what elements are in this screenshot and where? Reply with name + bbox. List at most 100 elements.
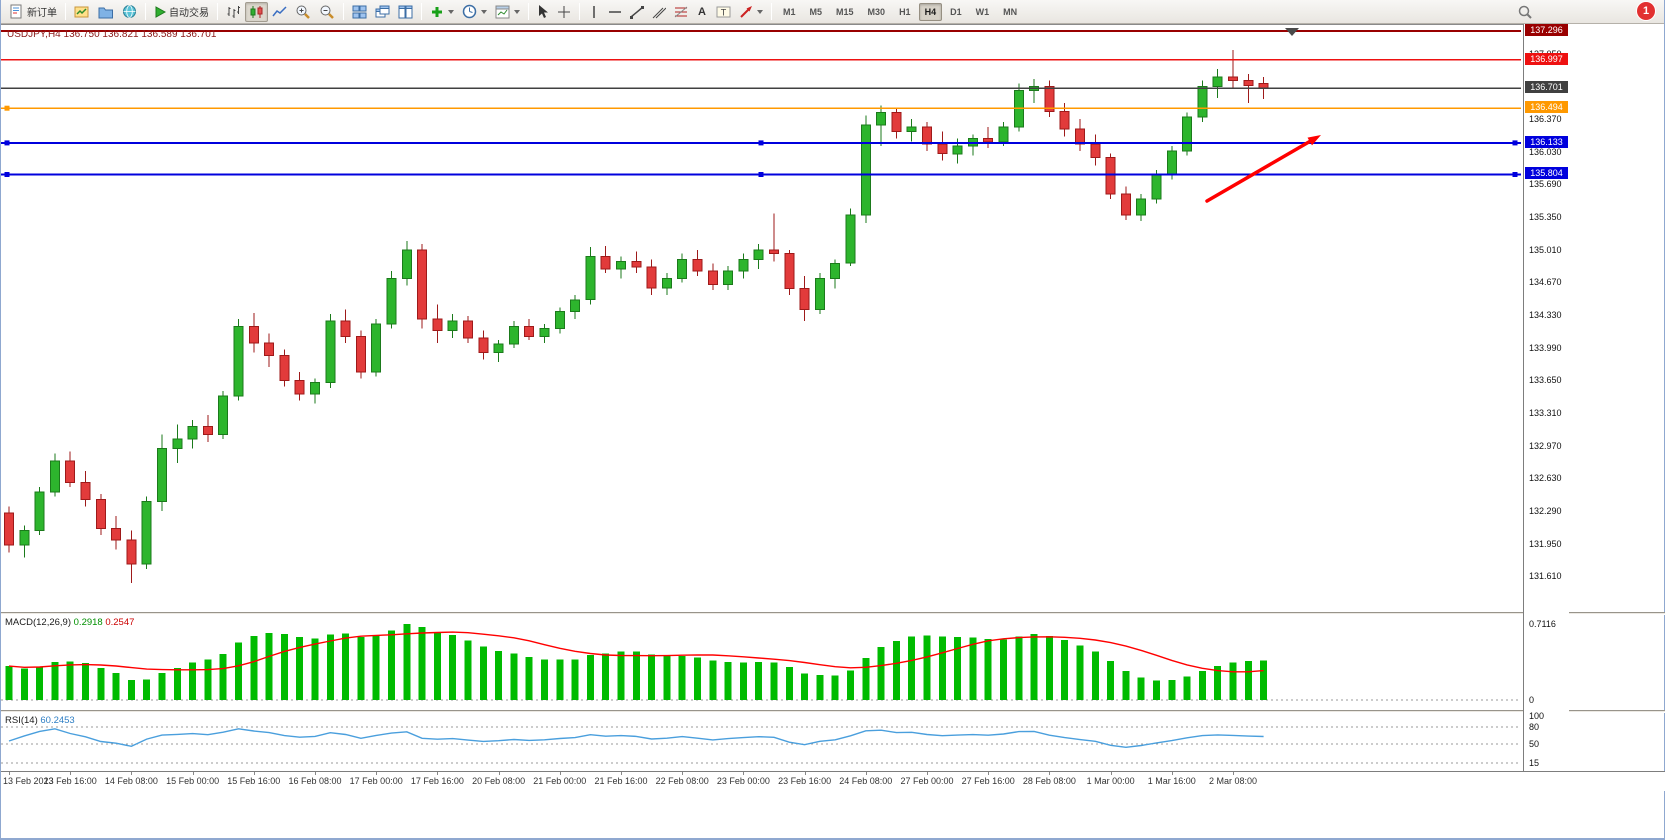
candle-body [340,320,351,337]
periods-button[interactable] [458,2,491,22]
arrow-annotation[interactable] [1205,139,1312,203]
arrows-button[interactable] [735,2,767,22]
price-line-tag: 136.701 [1525,81,1568,94]
price-tick-label: 133.310 [1529,408,1562,419]
channel-icon [652,5,666,19]
zoom-out-button[interactable] [315,2,339,22]
cursor-button[interactable] [533,2,553,22]
candle-body [202,426,213,435]
candle-body [325,320,336,383]
zoom-in-button[interactable] [291,2,315,22]
macd-panel[interactable]: MACD(12,26,9) 0.2918 0.2547 [1,615,1523,710]
tab-timeframe-M5[interactable]: M5 [809,6,823,17]
macd-bar [908,636,916,700]
line-handle[interactable] [758,140,764,146]
toolbar-separator [579,3,580,20]
rsi-panel[interactable]: RSI(14) 60.2453 [1,713,1523,770]
tab-timeframe-H4[interactable]: H4 [918,2,943,21]
price-chart-canvas[interactable] [1,25,1523,613]
tab-timeframe-D1[interactable]: D1 [950,6,962,17]
community-button[interactable] [118,2,141,22]
candlestick-chart-button[interactable] [245,1,268,22]
macd-bar [1076,645,1084,700]
notification-badge[interactable]: 1 [1637,2,1655,20]
candle-body [1243,80,1254,87]
candlestick-icon [249,5,264,19]
macd-bar [388,630,395,700]
candle-body [631,260,642,268]
line-handle[interactable] [1512,172,1518,177]
candle-body [65,460,76,483]
horizontal-line-button[interactable] [604,2,626,22]
vertical-line-button[interactable] [584,2,604,22]
tab-timeframe-H1[interactable]: H1 [899,6,911,17]
candle-body [111,528,122,541]
panel-resize-handle[interactable] [1,612,1665,615]
candle-body [769,249,779,255]
tab-timeframe-M1[interactable]: M1 [783,6,796,17]
chart-shift-marker[interactable] [1285,28,1299,36]
time-axis[interactable]: 13 Feb 2023 13 Feb 16:00 14 Feb 08:00 15 Fe… [1,771,1665,791]
price-tick-label: 132.630 [1529,473,1562,484]
channel-button[interactable] [648,2,670,22]
macd-bar [326,634,334,700]
price-line-tag: 137.296 [1525,24,1568,37]
new-order-button[interactable]: 新订单 [5,2,61,22]
macd-bar [678,655,686,700]
time-tick [865,772,867,775]
price-chart[interactable]: USDJPY,H4 136.750 136.821 136.589 136.70… [1,24,1523,612]
time-tick [988,772,990,775]
tab-timeframe-M15[interactable]: M15 [836,6,854,17]
text-button[interactable]: A [692,2,712,22]
macd-bar [1244,661,1252,700]
price-line-tag: 136.494 [1525,101,1568,114]
new-chart-button[interactable] [70,2,94,22]
tab-timeframe-W1[interactable]: W1 [975,6,990,17]
line-handle[interactable] [4,140,10,146]
add-indicator-button[interactable] [426,2,458,22]
macd-bar [724,661,732,700]
arrow-object-icon [739,5,753,19]
rsi-value: 60.2453 [40,715,75,726]
line-handle[interactable] [4,105,10,111]
candle-body [432,318,443,331]
fibonacci-button[interactable] [670,2,692,22]
search-button[interactable] [1513,2,1537,22]
tile-windows-button[interactable] [348,2,371,22]
bar-chart-button[interactable] [222,2,245,22]
macd-bar [938,636,946,700]
tab-timeframe-MN[interactable]: MN [1003,6,1018,17]
crosshair-button[interactable] [553,2,575,22]
panel-resize-handle[interactable] [1,710,1665,713]
rsi-scale-label: 15 [1529,758,1540,769]
cascade-windows-button[interactable] [371,2,394,22]
profiles-button[interactable] [94,2,118,22]
line-handle[interactable] [1512,140,1518,146]
price-scale[interactable]: 137.050136.710136.370136.030135.690135.3… [1523,24,1569,771]
trendline-icon [630,5,644,19]
arrow-annotation-head[interactable] [1307,135,1322,146]
rsi-canvas [1,726,1521,764]
time-label: 1 Mar 16:00 [1147,776,1196,786]
line-chart-button[interactable] [268,2,291,22]
text-label-button[interactable]: T [712,2,735,22]
tab-timeframe-M30[interactable]: M30 [867,6,886,17]
price-tick-label: 135.010 [1529,244,1562,255]
time-tick [1233,772,1234,775]
trendline-button[interactable] [626,2,648,22]
autotrading-button[interactable]: 自动交易 [150,2,213,22]
candle-body [661,278,672,289]
macd-bar [602,653,610,700]
line-handle[interactable] [758,172,764,177]
macd-bar [143,679,151,700]
macd-bar [127,680,135,700]
line-handle[interactable] [4,172,10,177]
arrange-windows-button[interactable] [394,2,417,22]
macd-bar [433,631,441,700]
templates-button[interactable] [491,2,524,22]
candle-body [447,320,458,331]
macd-bar [311,638,319,700]
toolbar-separator [343,3,344,20]
candle-body [80,481,91,501]
